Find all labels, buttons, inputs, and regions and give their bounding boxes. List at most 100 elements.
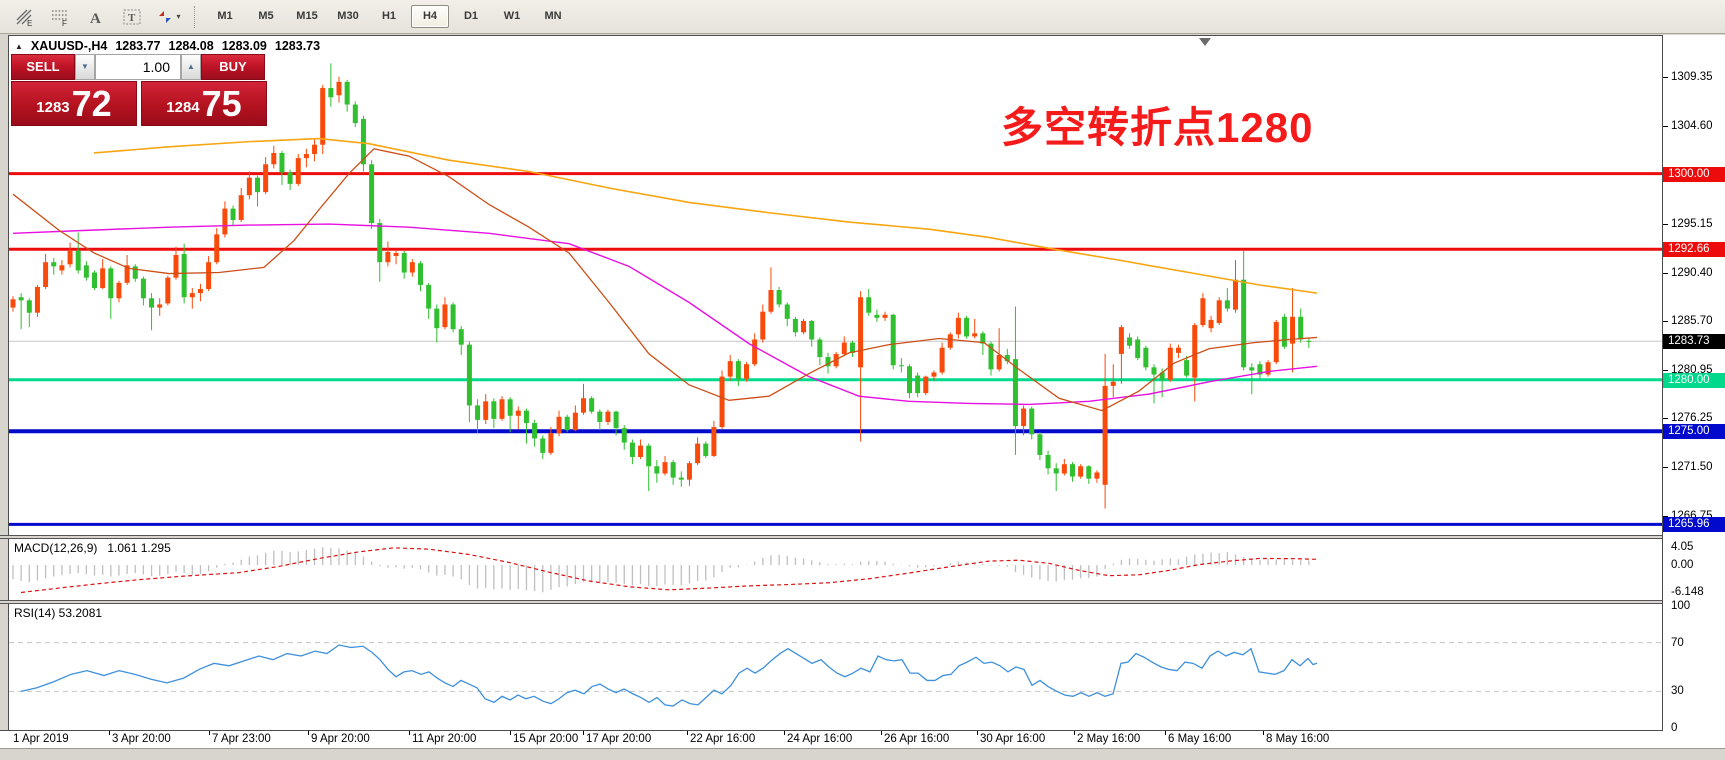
rsi-chart [9, 642, 1662, 707]
tick-mark [1663, 418, 1668, 420]
buy-pips: 75 [201, 83, 242, 124]
text-label-tool-button[interactable]: T [116, 3, 148, 31]
timeframe-button-mn[interactable]: MN [544, 10, 562, 22]
time-axis-label: 7 Apr 23:00 [212, 733, 271, 745]
window-footer [0, 748, 1725, 760]
time-tick-mark [109, 731, 110, 735]
timeframe-button-m15[interactable]: M15 [296, 10, 318, 22]
time-tick-mark [209, 731, 210, 735]
price-level-tag: 1292.66 [1663, 242, 1725, 258]
time-tick-mark [977, 731, 978, 735]
rsi-axis-tick: 0 [1671, 722, 1678, 735]
chart-annotation-text: 多空转折点1280 [1001, 104, 1314, 151]
rsi-pane[interactable]: RSI(14) 53.2081 [9, 604, 1662, 730]
tick-mark [1663, 320, 1668, 322]
time-axis-label: 2 May 16:00 [1077, 733, 1141, 745]
time-axis-label: 8 May 16:00 [1266, 733, 1330, 745]
time-tick-mark [784, 731, 785, 735]
time-axis[interactable]: 1 Apr 2019 3 Apr 20:00 7 Apr 23:00 9 Apr 20… [0, 731, 1725, 748]
toolbar-separator [194, 5, 196, 28]
current-price-tag: 1283.73 [1663, 334, 1725, 350]
time-tick-mark [1074, 731, 1075, 735]
ohlc-close: 1283.73 [274, 39, 321, 53]
pattern-tool-icon: E [16, 9, 32, 27]
toolbar: E F A T ▾ M1 M5 M15 M30 H1 H4 D1 W1 MN [0, 0, 1725, 34]
macd-label: MACD(12,26,9) 1.061 1.295 [14, 541, 171, 555]
price-axis-tick: 1285.70 [1663, 314, 1723, 329]
ohlc-open: 1283.77 [115, 39, 161, 53]
buy-quote-button[interactable]: 1284 75 [141, 81, 267, 126]
time-axis-label: 3 Apr 20:00 [112, 733, 171, 745]
arrows-tool-button[interactable]: ▾ [152, 3, 184, 31]
price-axis-tick: 1295.15 [1663, 217, 1723, 232]
svg-text:E: E [27, 19, 32, 27]
dropdown-caret-icon[interactable]: ▾ [176, 12, 181, 21]
text-tool-icon: A [90, 11, 101, 27]
rsi-line [20, 644, 1318, 707]
sell-pips: 72 [71, 83, 112, 124]
text-tool-button[interactable]: A [80, 3, 112, 31]
price-chart-pane[interactable]: ▲ XAUUSD-,H4 1283.77 1284.08 1283.09 128… [9, 36, 1662, 535]
rsi-axis-tick: 30 [1671, 685, 1684, 698]
sell-quote-button[interactable]: 1283 72 [11, 81, 137, 126]
chart-window: ▲ XAUUSD-,H4 1283.77 1284.08 1283.09 128… [0, 35, 1725, 760]
macd-pane[interactable]: MACD(12,26,9) 1.061 1.295 [9, 539, 1662, 600]
timeframe-button-h1[interactable]: H1 [381, 10, 397, 22]
left-gutter [0, 35, 8, 760]
ma-chocolate-line [12, 148, 1318, 412]
chart-shift-marker-icon[interactable] [1199, 38, 1211, 46]
one-click-trading-panel: SELL ▼ ▲ BUY 1283 72 1284 75 [11, 54, 269, 126]
tick-mark [1663, 126, 1668, 128]
macd-values: 1.061 1.295 [107, 541, 171, 555]
time-axis-label: 22 Apr 16:00 [690, 733, 756, 745]
candlestick-chart[interactable] [9, 36, 1662, 535]
rsi-axis-tick: 100 [1671, 599, 1691, 612]
tick-mark [1663, 77, 1668, 79]
timeframe-button-d1[interactable]: D1 [463, 10, 479, 22]
svg-text:F: F [62, 19, 67, 27]
price-axis-line [1662, 35, 1663, 731]
collapse-panel-icon[interactable]: ▲ [15, 41, 23, 51]
volume-decrease-button[interactable]: ▼ [75, 54, 95, 80]
time-tick-mark [881, 731, 882, 735]
fibonacci-tool-button[interactable]: F [44, 3, 76, 31]
tick-mark [1663, 467, 1668, 469]
tick-mark [1663, 223, 1668, 225]
pane-separator[interactable] [0, 600, 1725, 604]
macd-name: MACD(12,26,9) [14, 541, 98, 555]
time-tick-mark [409, 731, 410, 735]
buy-big-figure: 1284 [166, 99, 200, 116]
macd-chart [12, 547, 1318, 594]
time-axis-label: 30 Apr 16:00 [980, 733, 1046, 745]
symbol-header: ▲ XAUUSD-,H4 1283.77 1284.08 1283.09 128… [15, 39, 328, 53]
time-axis-label: 1 Apr 2019 [13, 733, 69, 745]
svg-text:A: A [90, 11, 101, 27]
ohlc-low: 1283.09 [221, 39, 267, 53]
timeframe-button-w1[interactable]: W1 [503, 10, 521, 22]
tick-mark [1663, 369, 1668, 371]
rsi-label: RSI(14) 53.2081 [14, 606, 103, 620]
sell-button[interactable]: SELL [11, 54, 75, 80]
timeframe-button-m1[interactable]: M1 [217, 10, 233, 22]
chart-border-top [0, 35, 1725, 36]
macd-signal-line [20, 547, 1318, 594]
volume-input[interactable] [95, 54, 181, 80]
buy-button[interactable]: BUY [201, 54, 265, 80]
price-level-tag: 1280.00 [1663, 372, 1725, 388]
timeframe-button-m5[interactable]: M5 [258, 10, 274, 22]
timeframe-button-h4[interactable]: H4 [411, 5, 449, 28]
time-axis-label: 24 Apr 16:00 [787, 733, 853, 745]
timeframe-button-m30[interactable]: M30 [337, 10, 359, 22]
price-level-tag: 1275.00 [1663, 424, 1725, 440]
time-axis-label: 9 Apr 20:00 [311, 733, 370, 745]
time-tick-mark [1165, 731, 1166, 735]
price-axis[interactable]: 1309.35 1304.60 1295.15 1290.40 1285.70 1280.… [1663, 35, 1725, 734]
volume-increase-button[interactable]: ▲ [181, 54, 201, 80]
time-tick-mark [687, 731, 688, 735]
time-axis-label: 17 Apr 20:00 [586, 733, 652, 745]
pattern-tool-button[interactable]: E [8, 3, 40, 31]
tick-mark [1663, 272, 1668, 274]
pane-separator[interactable] [0, 535, 1725, 539]
time-axis-label: 6 May 16:00 [1168, 733, 1232, 745]
